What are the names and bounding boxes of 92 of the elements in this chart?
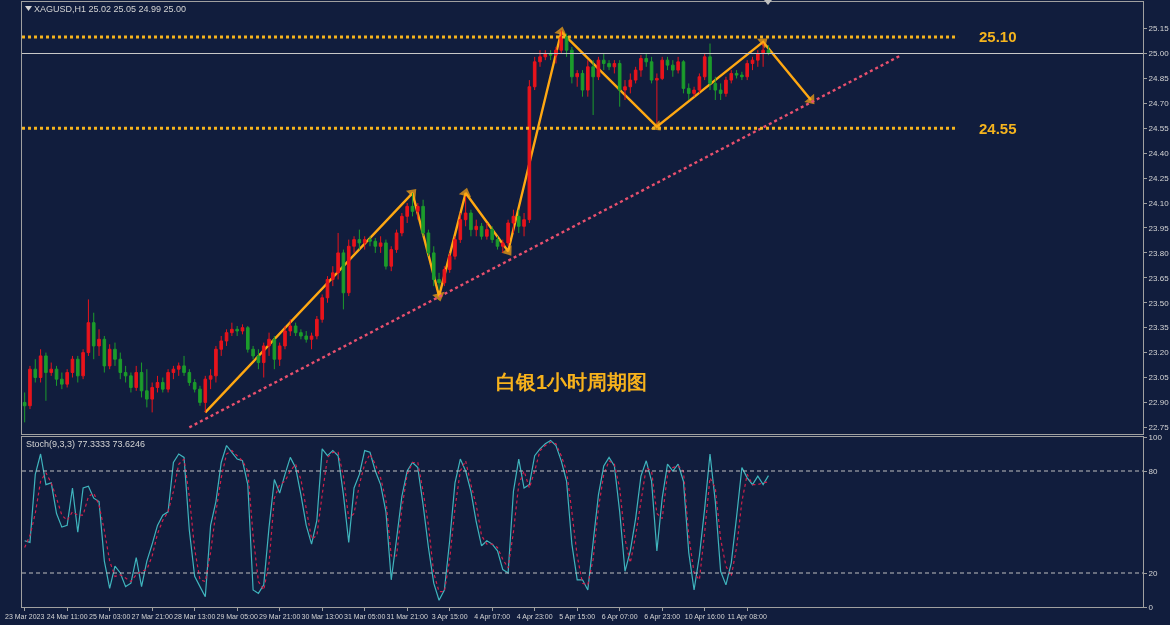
candlestick [479, 222, 484, 241]
candlestick [91, 312, 96, 360]
candlestick [702, 53, 707, 81]
candlestick [384, 239, 388, 271]
y-tick-label: 24.40 [1148, 149, 1170, 158]
candlestick [575, 69, 579, 88]
y-tick-label: 22.75 [1148, 423, 1170, 433]
annotation: 白银1小时周期图 [496, 371, 648, 393]
candlestick [463, 195, 468, 227]
y-tick-label: 24.10 [1148, 198, 1170, 208]
candlestick [485, 222, 489, 241]
candlestick [75, 355, 80, 383]
candlestick [612, 59, 617, 74]
candlestick [22, 391, 27, 423]
y-tick-label: 24.55 [1148, 124, 1170, 134]
candlestick [665, 56, 670, 71]
candlestick [38, 348, 43, 383]
candlestick [341, 249, 346, 310]
y-tick-label: 20 [1148, 568, 1159, 578]
candlestick [240, 323, 245, 335]
candlestick [469, 209, 473, 237]
chart-title: Stoch(9,3,3) 77.3333 73.6246 [26, 439, 146, 450]
y-tick-label: 23.35 [1148, 323, 1170, 333]
candlestick [33, 358, 38, 383]
candlestick [176, 362, 181, 377]
candlestick [389, 245, 394, 272]
candlestick [718, 82, 723, 101]
candlestick [139, 362, 144, 398]
y-tick-label: 0 [1148, 602, 1154, 612]
candlestick [49, 362, 54, 377]
y-tick-label: 23.05 [1148, 373, 1170, 383]
chart-title: XAGUSD,H1 25.02 25.05 24.99 25.00 [34, 4, 187, 15]
candlestick [203, 375, 208, 413]
candlestick [495, 235, 500, 251]
y-tick-label: 23.65 [1148, 273, 1170, 283]
y-tick-label: 24.25 [1148, 173, 1170, 183]
candlestick [28, 365, 32, 410]
candlestick [60, 372, 64, 390]
candlestick [102, 335, 107, 374]
candlestick [676, 56, 680, 74]
candlestick [617, 59, 622, 108]
candlestick [224, 328, 229, 347]
candlestick [378, 235, 383, 254]
candlestick [671, 59, 675, 78]
candlestick [586, 59, 590, 98]
y-tick-label: 24.85 [1148, 74, 1170, 84]
candlestick [686, 82, 691, 101]
y-tick-label: 23.95 [1148, 223, 1170, 233]
point [501, 245, 512, 256]
candlestick [410, 192, 415, 217]
ref-line-label: 24.55 [979, 120, 1017, 137]
candlestick [416, 202, 420, 221]
candlestick [644, 53, 649, 68]
y-tick-label: 22.90 [1148, 398, 1170, 408]
y-tick-label: 24.70 [1148, 99, 1170, 109]
ref-line-label: 25.10 [979, 28, 1017, 45]
y-tick-label: 23.20 [1148, 348, 1170, 358]
candlestick [155, 375, 160, 393]
y-tick-label: 80 [1148, 466, 1159, 476]
candlestick [596, 56, 601, 81]
candlestick [649, 56, 654, 84]
candlestick [160, 377, 165, 393]
candlestick [235, 325, 239, 337]
candlestick [761, 43, 765, 68]
candlestick [150, 381, 154, 413]
candlestick [591, 59, 595, 116]
candlestick [134, 365, 139, 392]
y-tick-label: 100 [1148, 432, 1163, 442]
y-tick-label: 23.50 [1148, 298, 1170, 308]
candlestick [756, 49, 760, 68]
y-tick-label: 23.80 [1148, 248, 1170, 258]
candlestick [107, 343, 112, 370]
candlestick [474, 219, 479, 237]
candlestick [44, 352, 48, 402]
y-tick-label: 25.15 [1148, 24, 1170, 34]
candlestick [54, 365, 59, 387]
candlestick [580, 69, 585, 98]
candlestick [145, 368, 149, 408]
candlestick [490, 225, 494, 244]
candlestick [65, 368, 69, 388]
candlestick [516, 209, 521, 234]
candlestick [357, 229, 362, 251]
candlestick [442, 265, 447, 287]
candlestick [681, 59, 686, 94]
candlestick [272, 335, 277, 370]
candlestick [750, 56, 755, 71]
candlestick [230, 322, 234, 337]
point [458, 187, 472, 198]
y-tick-label: 25.00 [1148, 49, 1170, 59]
candlestick [362, 235, 367, 251]
candlestick [97, 328, 101, 357]
candlestick [745, 59, 749, 81]
